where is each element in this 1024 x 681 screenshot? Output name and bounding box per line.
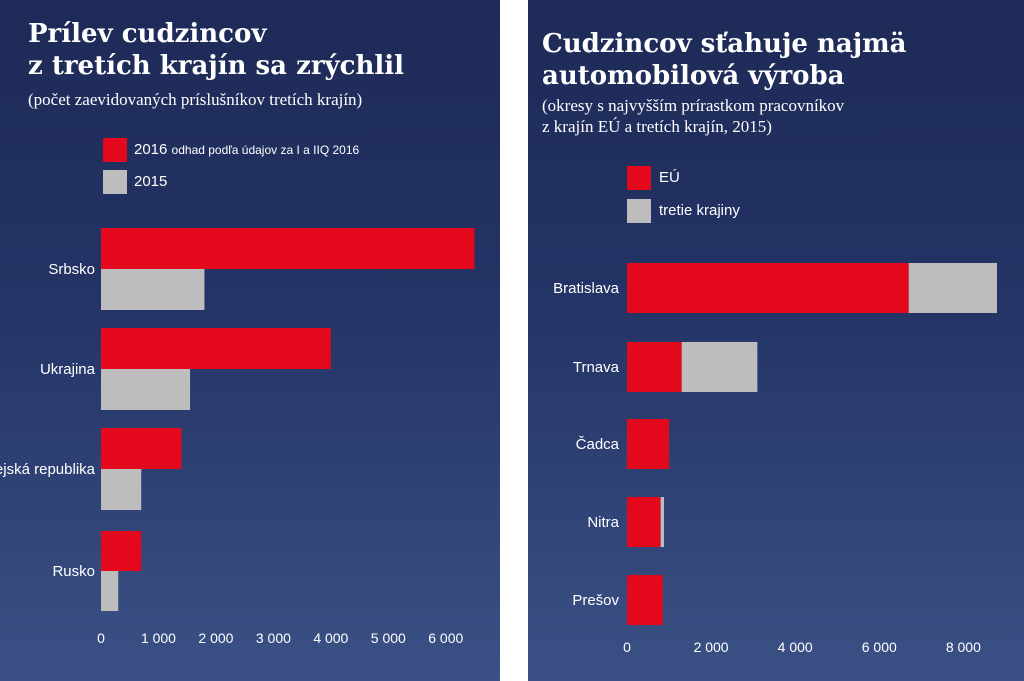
x-tick-label-3: 3 000	[256, 630, 291, 646]
legend-note-2016: odhad podľa údajov za I a IIQ 2016	[171, 143, 360, 157]
bar-tretie-krajiny-nitra	[660, 497, 664, 547]
chart-title-left-line2: z tretích krajín sa zrýchlil	[28, 51, 405, 81]
bar-2016-rusko	[101, 531, 142, 571]
bar-2015-rusko	[101, 571, 119, 611]
chart-subtitle-right-line2: z krajín EÚ a tretích krajín, 2015)	[542, 117, 772, 136]
x-tick-label-1: 2 000	[694, 639, 729, 655]
x-tick-label-4: 8 000	[946, 639, 981, 655]
legend-swatch-eu	[627, 166, 651, 190]
legend-swatch-2016	[103, 138, 127, 162]
bar-eu-nitra	[627, 497, 661, 547]
category-label-trnava: Trnava	[573, 359, 620, 376]
category-label-korejska-republika: Kórejská republika	[0, 461, 96, 478]
chart-title-right: Cudzincov sťahuje najmä automobilová výr…	[542, 28, 906, 92]
category-label-nitra: Nitra	[587, 514, 619, 531]
category-label-bratislava: Bratislava	[553, 280, 620, 297]
bar-2015-ukrajina	[101, 369, 191, 410]
x-tick-label-2: 4 000	[778, 639, 813, 655]
category-label-rusko: Rusko	[52, 563, 95, 580]
x-tick-label-0: 0	[97, 630, 105, 646]
x-tick-label-3: 6 000	[862, 639, 897, 655]
bar-tretie-krajiny-bratislava	[908, 263, 997, 313]
legend-swatch-third-countries	[627, 199, 651, 223]
category-label-cadca: Čadca	[576, 436, 620, 453]
chart-title-right-line1: Cudzincov sťahuje najmä	[542, 29, 907, 59]
chart-title-left-line1: Prílev cudzincov	[28, 19, 267, 49]
category-label-srbsko: Srbsko	[48, 261, 95, 278]
bar-tretie-krajiny-trnava	[681, 342, 758, 392]
bar-2016-korejska-republika	[101, 428, 182, 469]
legend-swatch-2015	[103, 170, 127, 194]
chart-subtitle-left: (počet zaevidovaných príslušníkov tretíc…	[28, 90, 363, 109]
bar-2015-korejska-republika	[101, 469, 142, 510]
x-tick-label-5: 5 000	[371, 630, 406, 646]
bar-chart-left: Srbsko Ukrajina Kórejská republika Rusko 0 1 …	[0, 228, 475, 646]
x-tick-label-2: 2 000	[198, 630, 233, 646]
legend-label-2016: 2016	[134, 141, 168, 158]
category-label-presov: Prešov	[572, 592, 619, 609]
legend-label-2015: 2015	[134, 173, 168, 190]
bar-2015-srbsko	[101, 269, 205, 310]
x-tick-label-6: 6 000	[428, 630, 463, 646]
bar-eu-presov	[627, 575, 663, 625]
bar-2016-srbsko	[101, 228, 475, 269]
x-tick-label-0: 0	[623, 639, 631, 655]
chart-title-right-line2: automobilová výroba	[542, 61, 845, 91]
bar-eu-cadca	[627, 419, 670, 469]
x-tick-label-4: 4 000	[313, 630, 348, 646]
legend-label-eu: EÚ	[659, 169, 680, 186]
bar-2016-ukrajina	[101, 328, 331, 369]
x-tick-label-1: 1 000	[141, 630, 176, 646]
category-label-ukrajina: Ukrajina	[40, 361, 96, 378]
chart-panel-left: Prílev cudzincov z tretích krajín sa zrý…	[0, 0, 500, 681]
bar-chart-right: Bratislava Trnava Čadca Nitra Prešov 0 2 000 4 …	[553, 263, 997, 655]
chart-subtitle-right-line1: (okresy s najvyšším prírastkom pracovník…	[542, 96, 845, 115]
chart-title-left: Prílev cudzincov z tretích krajín sa zrý…	[28, 18, 404, 82]
bar-eu-trnava	[627, 342, 682, 392]
chart-subtitle-right: (okresy s najvyšším prírastkom pracovník…	[542, 95, 844, 137]
bar-eu-bratislava	[627, 263, 909, 313]
chart-panel-right: Cudzincov sťahuje najmä automobilová výr…	[528, 0, 1024, 681]
legend-item-2016: 2016 odhad podľa údajov za I a IIQ 2016	[134, 138, 359, 162]
legend-label-third-countries: tretie krajiny	[659, 202, 740, 219]
